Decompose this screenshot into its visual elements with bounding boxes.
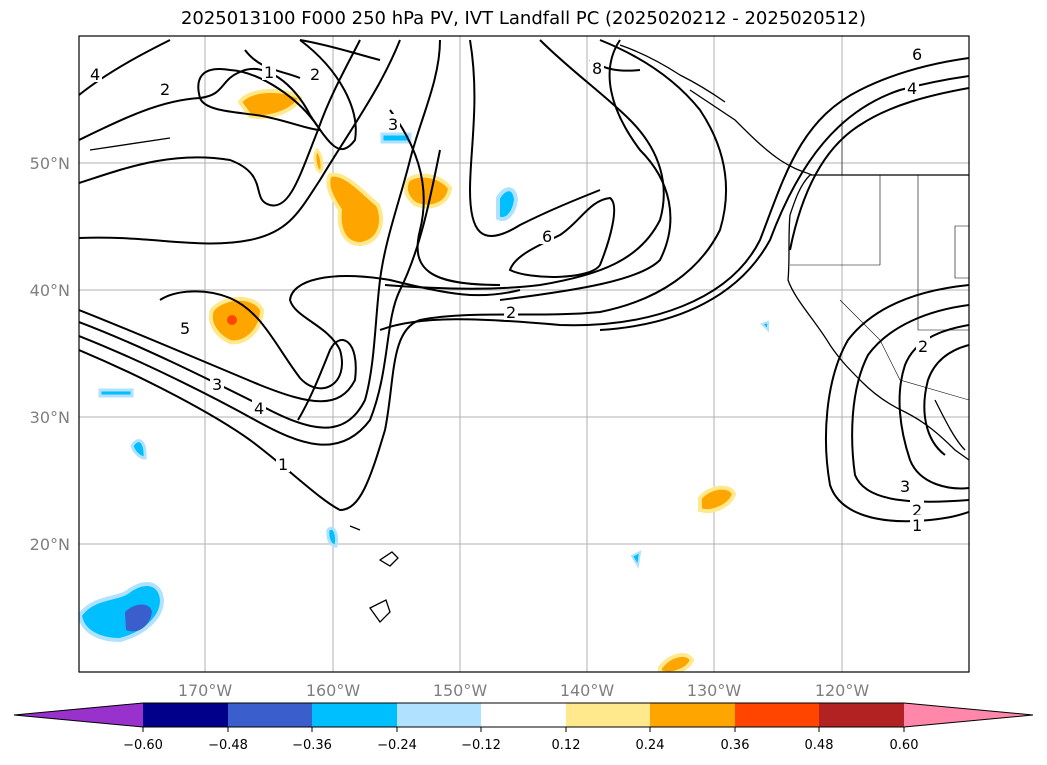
negative-patch <box>760 320 769 333</box>
longitude-labels: 170°W 160°W 150°W 140°W 130°W 120°W <box>178 681 870 700</box>
lon-label: 170°W <box>178 681 233 700</box>
colorbar-segment <box>228 703 312 727</box>
coastlines <box>89 44 969 624</box>
colorbar-tick-label: −0.36 <box>292 738 332 753</box>
lon-label: 160°W <box>306 681 361 700</box>
lon-label: 130°W <box>687 681 742 700</box>
latitude-labels: 50°N 40°N 30°N 20°N <box>30 154 70 554</box>
lon-label: 150°W <box>433 681 488 700</box>
contour-label: 4 <box>90 65 100 84</box>
colorbar-tick-label: 0.12 <box>552 738 581 753</box>
negative-core <box>125 604 152 632</box>
lat-label: 20°N <box>30 535 70 554</box>
map-area <box>79 36 969 672</box>
colorbar-segment <box>143 703 228 727</box>
contour-label: 2 <box>912 501 922 520</box>
colorbar-tick-label: −0.24 <box>377 738 417 753</box>
lon-label: 120°W <box>815 681 870 700</box>
contour-label: 6 <box>542 227 552 246</box>
colorbar-segment <box>735 703 819 727</box>
colorbar: −0.60 −0.48 −0.36 −0.24 −0.12 0.12 0.24 … <box>13 702 1034 753</box>
positive-patch <box>658 652 695 672</box>
colorbar-segment <box>819 703 904 727</box>
negative-patch <box>326 526 338 548</box>
lat-label: 50°N <box>30 154 70 173</box>
state-borders <box>790 120 969 401</box>
contour-label: 1 <box>278 455 288 474</box>
lat-label: 40°N <box>30 281 70 300</box>
negative-patch <box>98 388 134 398</box>
colorbar-segment <box>481 703 566 727</box>
contour-label: 1 <box>264 63 274 82</box>
colorbar-segment <box>650 703 735 727</box>
positive-core <box>227 315 237 325</box>
contour-label: 1 <box>912 516 922 535</box>
colorbar-segment <box>312 703 397 727</box>
colorbar-tick-label: 0.60 <box>890 738 919 753</box>
map-title: 2025013100 F000 250 hPa PV, IVT Landfall… <box>180 8 867 29</box>
contour-labels: 4 2 1 2 3 8 6 4 6 2 5 3 4 1 <box>88 44 930 535</box>
pv-contours <box>79 39 969 523</box>
colorbar-tick-label: −0.12 <box>461 738 501 753</box>
colorbar-segment <box>397 703 481 727</box>
colorbar-extend-low <box>14 703 143 727</box>
contour-label: 4 <box>907 79 917 98</box>
negative-patch <box>130 439 147 460</box>
positive-patch <box>313 147 324 174</box>
contour-label: 2 <box>506 303 516 322</box>
contour-label: 4 <box>254 399 264 418</box>
colorbar-tick-label: 0.24 <box>636 738 665 753</box>
colorbar-segment <box>566 703 650 727</box>
colorbar-tick-label: 0.48 <box>805 738 834 753</box>
contour-label: 8 <box>592 59 602 78</box>
contour-label: 3 <box>212 375 222 394</box>
contour-label: 3 <box>900 477 910 496</box>
contour-label: 2 <box>160 80 170 99</box>
colorbar-tick-label: −0.48 <box>208 738 248 753</box>
colorbar-tick-label: 0.36 <box>721 738 750 753</box>
negative-patch <box>630 550 642 569</box>
contour-label: 3 <box>388 115 398 134</box>
contour-label: 5 <box>180 319 190 338</box>
contour-label: 6 <box>912 45 922 64</box>
map-frame <box>78 35 970 673</box>
contour-label: 2 <box>310 65 320 84</box>
lon-label: 140°W <box>560 681 615 700</box>
colorbar-extend-high <box>904 703 1033 727</box>
positive-patch <box>403 173 453 209</box>
lat-label: 30°N <box>30 408 70 427</box>
negative-patch <box>496 187 519 221</box>
colorbar-tick-label: −0.60 <box>123 738 163 753</box>
positive-patch <box>326 172 383 246</box>
contour-label: 2 <box>918 337 928 356</box>
positive-patch <box>698 485 737 513</box>
